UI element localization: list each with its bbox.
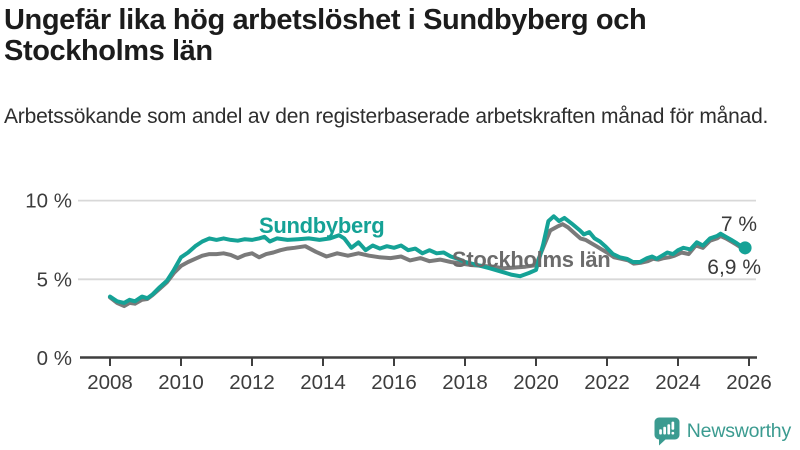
newsworthy-wordmark: Newsworthy (686, 420, 791, 442)
sundbyberg-series-label: Sundbyberg (259, 213, 384, 238)
stockholm-end-value-label: 6,9 % (707, 256, 761, 279)
x-axis-tick-label: 2008 (87, 371, 133, 394)
chart-title: Ungefär lika hög arbetslöshet i Sundbybe… (4, 4, 647, 67)
x-axis-tick-label: 2026 (726, 371, 772, 394)
x-axis-tick-label: 2018 (442, 371, 488, 394)
y-axis-tick-label: 10 % (25, 190, 72, 213)
x-axis-tick-label: 2022 (584, 371, 630, 394)
newsworthy-logo[interactable]: Newsworthy (654, 417, 791, 446)
x-axis-tick-label: 2010 (158, 371, 204, 394)
x-axis-tick-label: 2012 (229, 371, 275, 394)
sundbyberg-end-dot (738, 241, 752, 255)
y-axis-tick-label: 0 % (37, 347, 72, 370)
sundbyberg-end-value-label: 7 % (721, 213, 757, 236)
chart-subtitle: Arbetssökande som andel av den registerb… (4, 105, 769, 128)
x-axis-tick-label: 2024 (655, 371, 701, 394)
x-axis-tick-label: 2020 (513, 371, 559, 394)
sundbyberg-line (108, 214, 748, 305)
stockholm-line (108, 222, 748, 309)
x-axis-tick-label: 2016 (371, 371, 417, 394)
newsworthy-chart-bubble-icon (654, 417, 680, 446)
stockholm-series-label: Stockholms län (452, 247, 610, 272)
y-axis-tick-label: 5 % (37, 268, 72, 291)
x-axis-tick-label: 2014 (300, 371, 346, 394)
